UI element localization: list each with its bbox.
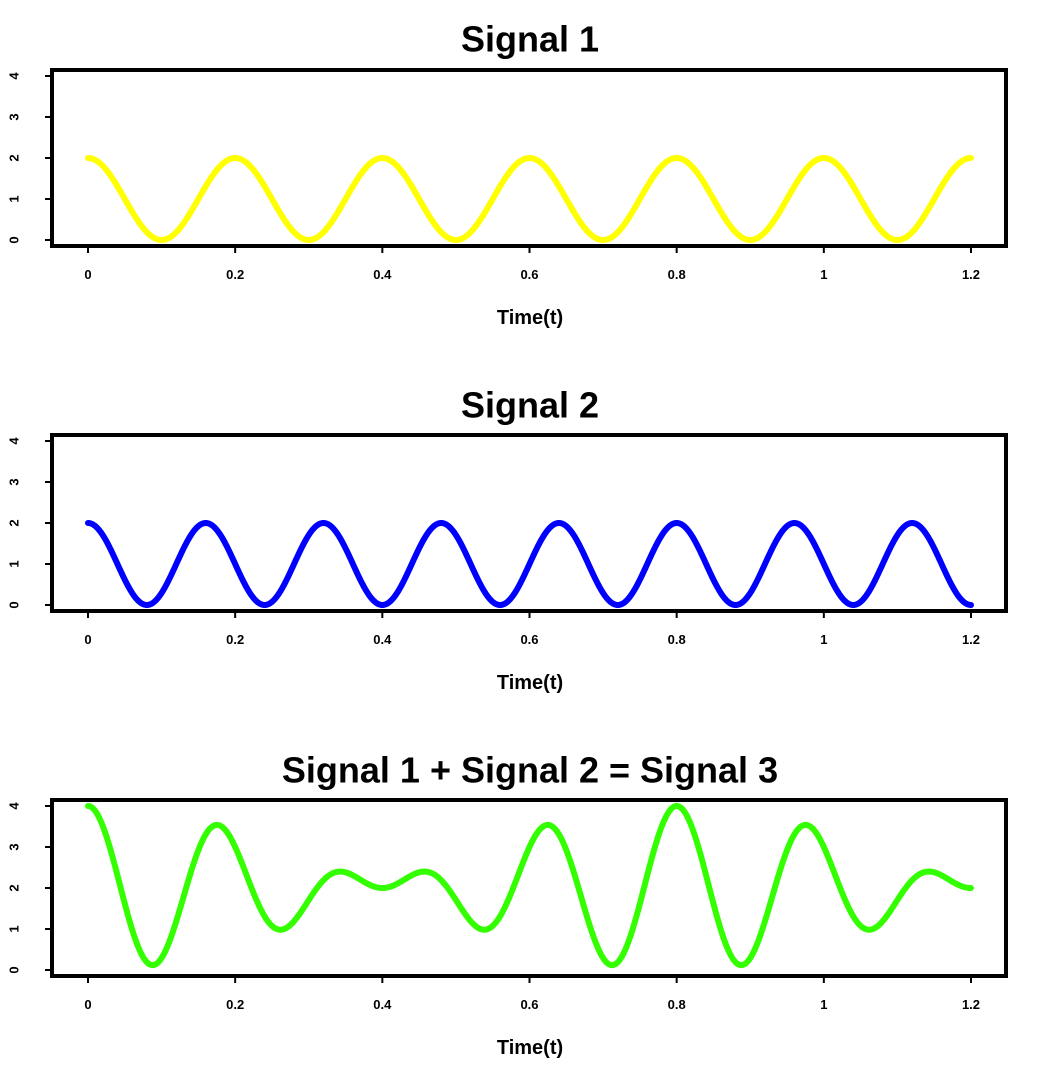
y-tick-label: 4 <box>6 72 21 80</box>
x-tick-label: 1.2 <box>962 267 980 282</box>
y-tick-label: 4 <box>6 802 21 810</box>
x-axis-label: Time(t) <box>497 307 563 329</box>
y-tick-label: 1 <box>6 195 21 202</box>
x-tick-label: 0.8 <box>668 632 686 647</box>
x-tick-label: 0.4 <box>373 267 392 282</box>
y-tick-label: 0 <box>6 601 21 608</box>
y-tick-label: 1 <box>6 925 21 932</box>
x-tick-label: 0.6 <box>520 267 538 282</box>
x-tick-label: 0 <box>84 997 91 1012</box>
y-tick-label: 1 <box>6 560 21 567</box>
y-tick-label: 3 <box>6 113 21 120</box>
x-tick-label: 0.6 <box>520 997 538 1012</box>
y-tick-label: 2 <box>6 884 21 891</box>
series-line <box>85 155 974 243</box>
x-tick-label: 0 <box>84 632 91 647</box>
x-tick-label: 1 <box>820 267 827 282</box>
x-tick-label: 0.2 <box>226 632 244 647</box>
chart-title: Signal 1 + Signal 2 = Signal 3 <box>282 750 778 791</box>
plot-frame <box>50 433 1008 613</box>
y-tick-label: 4 <box>6 437 21 445</box>
x-tick-label: 0.8 <box>668 267 686 282</box>
x-tick-label: 0.4 <box>373 997 392 1012</box>
x-tick-label: 1 <box>820 632 827 647</box>
y-tick-label: 2 <box>6 154 21 161</box>
series-line <box>85 520 974 608</box>
chart-title: Signal 1 <box>461 19 599 60</box>
x-tick-label: 0.2 <box>226 267 244 282</box>
x-tick-label: 1.2 <box>962 997 980 1012</box>
y-tick-label: 2 <box>6 519 21 526</box>
y-tick-label: 0 <box>6 966 21 973</box>
plot-frame <box>50 798 1008 978</box>
x-tick-label: 0.2 <box>226 997 244 1012</box>
series-line <box>85 803 974 969</box>
x-tick-label: 0.6 <box>520 632 538 647</box>
y-tick-label: 0 <box>6 236 21 243</box>
x-tick-label: 0 <box>84 267 91 282</box>
x-axis-label: Time(t) <box>497 1037 563 1059</box>
x-tick-label: 0.4 <box>373 632 392 647</box>
y-tick-label: 3 <box>6 843 21 850</box>
x-axis-label: Time(t) <box>497 672 563 694</box>
chart-panel-2: Signal 2 0 1 2 3 4 0 0.2 0.4 0.6 0.8 1 1.2 Time(t) <box>6 385 1008 694</box>
x-tick-label: 1 <box>820 997 827 1012</box>
x-tick-label: 0.8 <box>668 997 686 1012</box>
chart-panel-3: Signal 1 + Signal 2 = Signal 3 0 1 2 3 4 0 0.2 0… <box>6 750 1008 1059</box>
y-tick-label: 3 <box>6 478 21 485</box>
chart-title: Signal 2 <box>461 385 599 426</box>
x-tick-label: 1.2 <box>962 632 980 647</box>
chart-panel-1: Signal 1 0 1 2 3 4 0 0.2 0.4 0.6 0.8 1 1.2 Time(t) <box>6 19 1008 329</box>
